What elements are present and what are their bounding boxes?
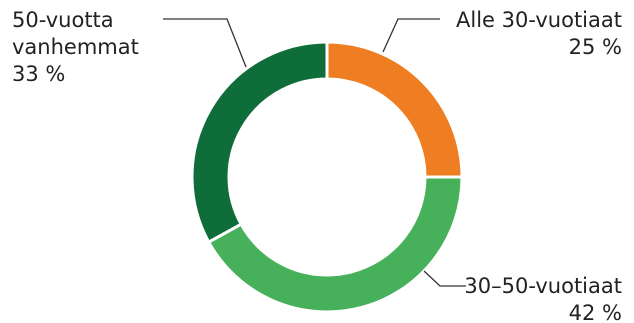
- label-under-30-name: Alle 30-vuotiaat: [456, 8, 622, 32]
- label-over-50-name-line2: vanhemmat: [12, 35, 139, 59]
- donut-slices: [190, 40, 464, 314]
- slice-over-50: [190, 40, 329, 245]
- slice-under-30: [325, 40, 464, 179]
- label-under-30-value: 25 %: [569, 35, 622, 59]
- label-over-50-value: 33 %: [12, 62, 65, 86]
- leader-line-30-50: [423, 270, 466, 287]
- label-30-50-name: 30–50-vuotiaat: [464, 274, 622, 298]
- slice-30-50: [206, 175, 464, 314]
- label-over-50-name-line1: 50-vuotta: [12, 8, 114, 32]
- leader-lines: [163, 18, 466, 287]
- leader-line-over-50: [163, 18, 247, 68]
- label-30-50-value: 42 %: [569, 301, 622, 323]
- leader-line-under-30: [382, 18, 440, 53]
